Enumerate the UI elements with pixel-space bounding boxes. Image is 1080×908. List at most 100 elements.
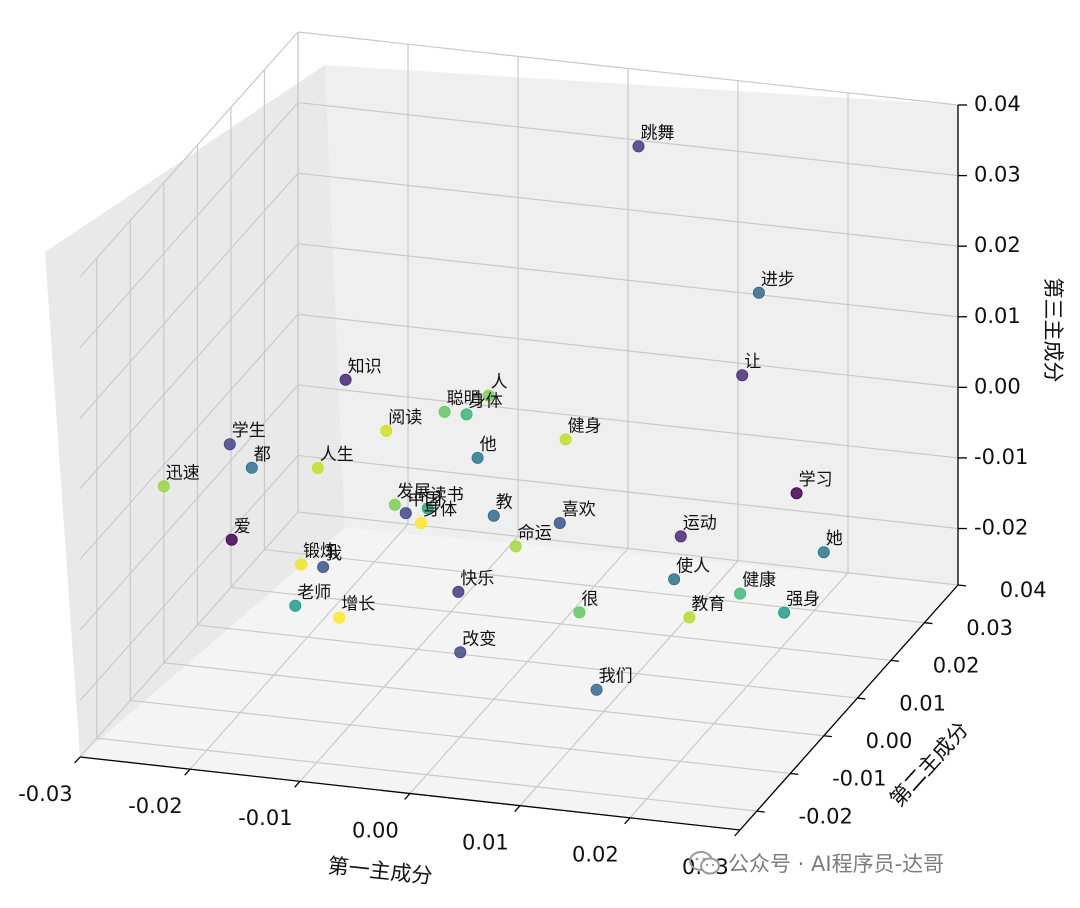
data-point: 发展 [388,482,431,511]
watermark: 公众号 · AI程序员-达哥 [688,848,944,878]
point-label: 知识 [348,357,382,377]
axes-panes [45,65,958,830]
grid-z-left [79,31,299,278]
data-point: 中国 [399,490,442,520]
point-label: 我 [325,544,342,564]
point-marker [559,433,572,446]
point-label: 我们 [599,667,633,687]
y-tick [756,810,765,813]
point-label: 中国 [408,490,442,510]
watermark-text: 公众号 · AI程序员-达哥 [728,852,945,876]
data-point: 健身 [559,416,602,446]
data-point: 都 [245,445,271,474]
grid-y-floor [96,737,757,812]
point-marker [399,507,412,520]
z-tick-label: 0.04 [974,92,1021,116]
x-tick [404,793,411,800]
data-point: 运动 [674,513,717,543]
grid-y-floor [230,586,891,661]
point-label: 他 [480,435,497,455]
data-point: 我们 [590,667,633,696]
data-point: 健康 [734,571,776,600]
point-label: 学生 [232,421,266,441]
data-point: 快乐 [452,569,494,598]
y-axis-line [739,584,959,831]
y-tick-label: 0.00 [866,729,913,753]
data-point: 让 [736,352,761,382]
data-point: 教 [487,493,513,522]
y-tick-label: -0.02 [799,804,853,828]
x-tick-label: 0.01 [462,831,509,855]
wechat-icon [689,851,720,875]
grid-x-floor [519,560,739,807]
y-tick-label: 0.01 [899,691,946,715]
data-point: 聪明 [438,389,481,418]
grid-x-floor [189,523,409,770]
point-marker [778,606,791,619]
point-marker [454,646,467,659]
point-label: 教 [496,493,513,513]
back-pane [325,65,958,585]
y-tick [890,659,899,662]
point-marker [339,373,352,386]
data-point: 跳舞 [632,123,675,153]
point-label: 身体 [423,500,457,520]
point-label: 健身 [568,416,602,436]
point-marker [509,540,522,553]
y-tick [857,697,866,700]
x-tick [514,805,521,813]
point-marker [752,286,765,299]
point-label: 学习 [799,470,833,490]
z-tick-label: 0.03 [974,163,1021,187]
point-marker [245,461,258,474]
point-marker [736,369,749,382]
y-tick [924,622,933,625]
data-point: 教育 [683,595,725,624]
point-label: 增长 [341,595,375,615]
data-point: 阅读 [380,408,422,437]
grid-lines [79,31,959,831]
data-point: 进步 [752,270,795,299]
point-marker [223,438,236,451]
y-tick-label: -0.01 [832,767,886,791]
point-marker [388,498,401,511]
point-marker [734,587,747,600]
point-marker [790,487,803,500]
point-label: 都 [254,445,271,465]
data-point: 喜欢 [553,500,596,530]
point-label: 进步 [761,270,795,290]
point-marker [573,606,586,619]
grid-z-back [297,243,959,318]
data-point: 学习 [790,470,833,500]
point-label: 让 [744,352,761,372]
grid-x-floor [299,535,519,782]
point-marker [380,424,393,437]
x-tick-label: -0.01 [238,806,292,830]
point-label: 很 [581,589,598,609]
grid-x-floor [629,572,849,819]
axes: -0.03 -0.02 -0.01 0.00 0.01 0.02 0.03 -0.02 -0.0… [18,92,1065,888]
grid-z-back [297,313,959,388]
grid-y-floor [130,699,791,775]
grid-z-back [297,31,959,106]
point-label: 强身 [786,590,820,610]
grid-z-left [79,172,299,419]
grid-z-left [79,455,299,701]
data-point: 她 [817,529,843,559]
point-label: 快乐 [460,569,494,589]
grid-x-floor [79,511,299,758]
point-label: 她 [826,529,843,549]
point-label: 喜欢 [562,500,596,520]
point-marker [333,611,346,624]
data-point: 改变 [454,629,496,659]
data-point: 我 [317,544,342,574]
data-point: 很 [573,589,598,619]
grid-z-left [79,313,299,560]
point-marker [817,546,830,559]
point-label: 迅速 [166,463,200,483]
point-marker [317,561,330,574]
grid-z-left [79,102,299,348]
grid-y-floor [197,624,858,699]
y-tick [790,772,799,775]
